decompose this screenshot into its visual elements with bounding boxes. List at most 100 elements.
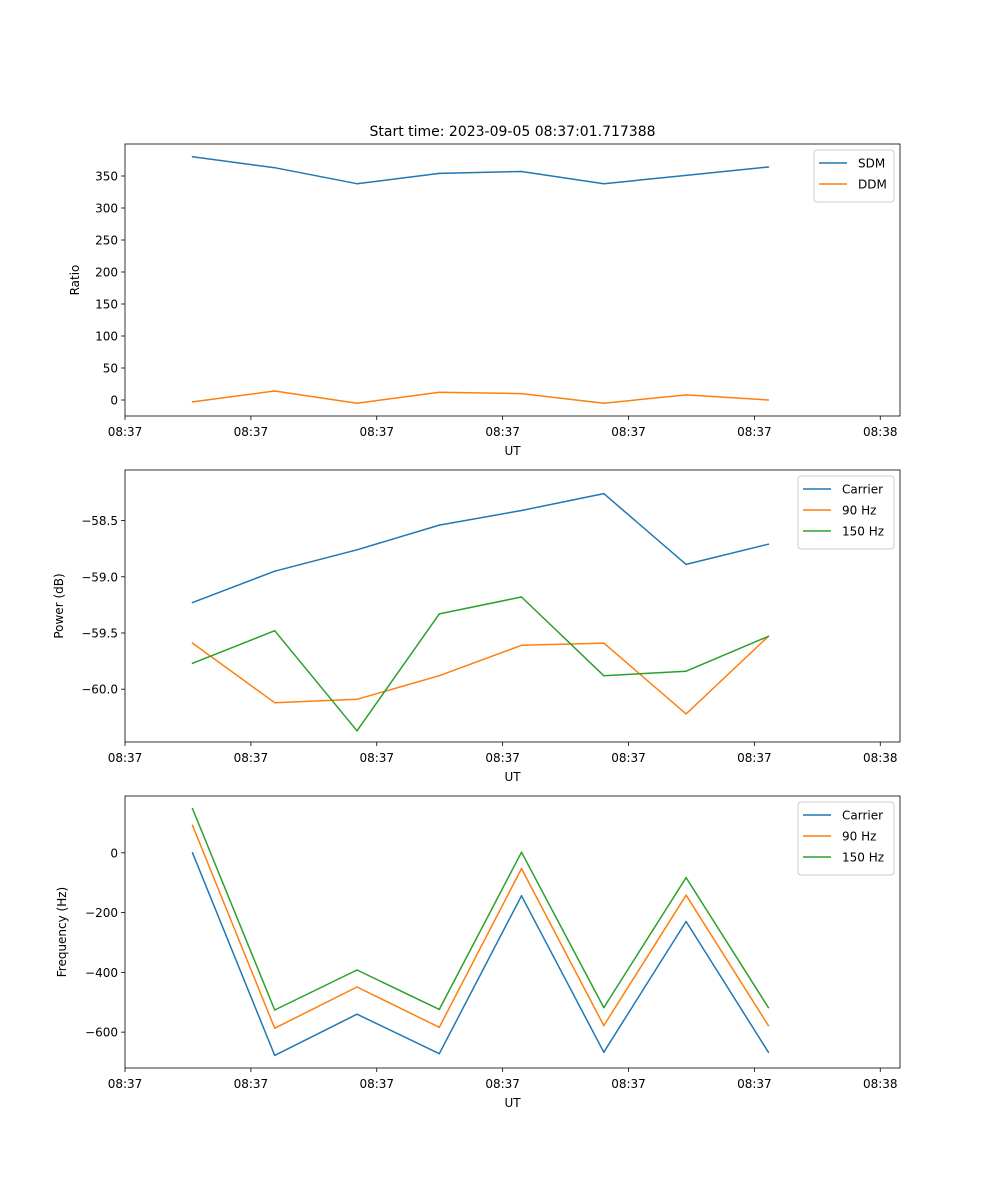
frequency-series-carrier	[191, 852, 770, 1057]
frequency-series-150-hz	[191, 808, 770, 1011]
frequency-150-hz-point	[520, 851, 523, 853]
power-series-carrier	[192, 492, 769, 604]
power-carrier-point	[356, 549, 358, 551]
frequency-carrier-point	[603, 1051, 605, 1053]
frequency-90-hz-point	[356, 986, 358, 988]
frequency-90-hz-point	[273, 1027, 276, 1029]
frequency-150-hz-point	[356, 969, 358, 971]
frequency-x-tick-label: 08:37	[737, 1077, 772, 1091]
power-axes-frame	[124, 469, 901, 743]
frequency-150-hz-point	[685, 876, 687, 879]
power-carrier-point	[520, 509, 523, 512]
power-carrier-point	[685, 563, 687, 566]
ratio-y-axis-label: Ratio	[68, 265, 82, 296]
frequency-90-hz-point	[191, 824, 194, 827]
power-x-tick-label: 08:37	[359, 751, 394, 765]
frequency-carrier-point	[191, 852, 194, 854]
frequency-carrier-point	[273, 1054, 276, 1057]
frequency-90-hz-point	[438, 1026, 441, 1029]
ratio-ddm-point	[438, 391, 441, 394]
frequency-legend-label-90-hz: 90 Hz	[842, 830, 876, 844]
power-y-tick-label: −59.0	[81, 570, 118, 584]
power-150-hz-point	[685, 670, 687, 672]
ratio-series-sdm	[192, 156, 769, 185]
frequency-150-hz-point	[273, 1009, 276, 1011]
ratio-ddm-point	[520, 392, 523, 395]
ratio-chart: 08:37 08:37 08:37 08:37 08:37 08:37 08:38 0 50 10…	[68, 143, 901, 458]
frequency-150-hz-point	[767, 1006, 770, 1009]
ratio-x-tick-label: 08:37	[108, 425, 143, 439]
power-x-tick-label: 08:37	[108, 751, 143, 765]
ratio-x-axis-label: UT	[504, 444, 521, 458]
ratio-axes-frame	[124, 143, 901, 417]
ratio-ddm-point	[356, 402, 358, 405]
frequency-axes-frame	[124, 795, 901, 1069]
power-carrier-point	[603, 492, 605, 495]
frequency-y-tick-label: −200	[85, 906, 118, 920]
power-legend-label-carrier: Carrier	[842, 483, 883, 497]
power-carrier-point	[273, 570, 276, 572]
ratio-y-tick-label: 300	[95, 202, 118, 216]
ratio-sdm-point	[191, 156, 194, 158]
ratio-ddm-point	[191, 401, 194, 403]
power-x-tick-label: 08:37	[737, 751, 772, 765]
ratio-x-tick-label: 08:38	[863, 425, 898, 439]
ratio-x-tick-label: 08:37	[737, 425, 772, 439]
power-x-tick-label: 08:38	[863, 751, 898, 765]
frequency-y-tick-label: −400	[85, 966, 118, 980]
power-90-hz-point	[191, 642, 194, 644]
ratio-ddm-point	[273, 390, 276, 392]
frequency-x-axis-label: UT	[504, 1096, 521, 1110]
frequency-90-hz-point	[767, 1024, 770, 1027]
ratio-sdm-point	[685, 174, 687, 177]
power-chart: 08:37 08:37 08:37 08:37 08:37 08:37 08:38 −60.0…	[52, 469, 901, 784]
frequency-150-hz-point	[191, 807, 194, 810]
power-150-hz-point	[356, 730, 358, 732]
frequency-carrier-point	[438, 1052, 441, 1055]
ratio-y-tick-label: 0	[110, 394, 118, 408]
figure-title: Start time: 2023-09-05 08:37:01.717388	[369, 124, 655, 140]
power-x-tick-label: 08:37	[485, 751, 520, 765]
power-150-hz-point	[520, 596, 523, 598]
frequency-x-tick-label: 08:37	[359, 1077, 394, 1091]
ratio-y-tick-label: 200	[95, 266, 118, 280]
power-y-axis-label: Power (dB)	[52, 573, 66, 638]
frequency-y-axis-label: Frequency (Hz)	[55, 887, 69, 978]
power-150-hz-point	[191, 662, 194, 665]
ratio-series-ddm	[192, 390, 769, 404]
frequency-carrier-point	[685, 920, 687, 923]
frequency-carrier-point	[520, 895, 523, 897]
ratio-x-tick-label: 08:37	[611, 425, 646, 439]
power-150-hz-point	[767, 635, 770, 638]
frequency-90-hz-point	[520, 867, 523, 870]
ratio-ddm-point	[603, 402, 605, 405]
ratio-legend-label-sdm: SDM	[858, 157, 885, 171]
frequency-carrier-point	[356, 1013, 358, 1015]
power-x-tick-label: 08:37	[234, 751, 269, 765]
power-carrier-point	[191, 601, 194, 604]
frequency-x-tick-label: 08:37	[108, 1077, 143, 1091]
ratio-x-tick-label: 08:37	[485, 425, 520, 439]
ratio-sdm-point	[356, 182, 358, 185]
power-150-hz-point	[603, 674, 605, 677]
ratio-x-tick-label: 08:37	[234, 425, 269, 439]
power-carrier-point	[438, 524, 441, 526]
frequency-150-hz-point	[438, 1008, 441, 1011]
ratio-y-tick-label: 350	[95, 170, 118, 184]
ratio-sdm-point	[438, 172, 441, 175]
power-y-tick-label: −59.5	[81, 626, 118, 640]
frequency-chart: 08:37 08:37 08:37 08:37 08:37 08:37 08:38 −600 −…	[55, 795, 901, 1110]
ratio-x-tick-label: 08:37	[359, 425, 394, 439]
frequency-150-hz-point	[603, 1006, 605, 1009]
frequency-90-hz-point	[685, 894, 687, 896]
power-series-90-hz	[192, 635, 769, 715]
frequency-y-tick-label: 0	[110, 846, 118, 860]
ratio-ddm-point	[767, 399, 770, 401]
frequency-x-tick-label: 08:37	[611, 1077, 646, 1091]
ratio-y-tick-label: 150	[95, 298, 118, 312]
frequency-carrier-point	[767, 1051, 770, 1053]
ratio-sdm-point	[603, 182, 605, 185]
ratio-y-tick-label: 250	[95, 234, 118, 248]
power-x-axis-label: UT	[504, 770, 521, 784]
power-150-hz-point	[273, 629, 276, 632]
